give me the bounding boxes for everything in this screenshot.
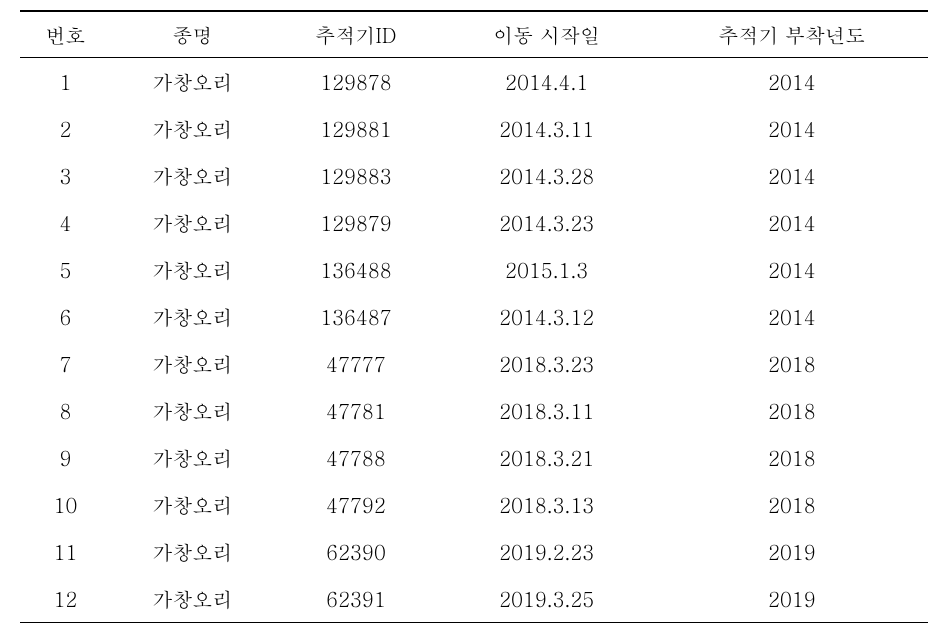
cell-tracker-id: 129881 bbox=[274, 105, 437, 152]
cell-attach-year: 2014 bbox=[656, 152, 928, 199]
cell-species: 가창오리 bbox=[111, 105, 274, 152]
col-header-start-date: 이동 시작일 bbox=[438, 11, 656, 58]
table-row: 4가창오리1298792014.3.232014 bbox=[20, 199, 928, 246]
cell-no: 4 bbox=[20, 199, 111, 246]
cell-tracker-id: 47781 bbox=[274, 387, 437, 434]
cell-start-date: 2014.3.12 bbox=[438, 293, 656, 340]
table-header-row: 번호 종명 추적기ID 이동 시작일 추적기 부착년도 bbox=[20, 11, 928, 58]
table-row: 11가창오리623902019.2.232019 bbox=[20, 528, 928, 575]
table-row: 5가창오리1364882015.1.32014 bbox=[20, 246, 928, 293]
cell-no: 9 bbox=[20, 434, 111, 481]
col-header-no: 번호 bbox=[20, 11, 111, 58]
cell-no: 1 bbox=[20, 58, 111, 106]
table-body: 1가창오리1298782014.4.120142가창오리1298812014.3… bbox=[20, 58, 928, 623]
cell-start-date: 2015.1.3 bbox=[438, 246, 656, 293]
table-row: 7가창오리477772018.3.232018 bbox=[20, 340, 928, 387]
table-row: 10가창오리477922018.3.132018 bbox=[20, 481, 928, 528]
cell-no: 8 bbox=[20, 387, 111, 434]
cell-attach-year: 2018 bbox=[656, 387, 928, 434]
cell-start-date: 2019.2.23 bbox=[438, 528, 656, 575]
cell-no: 10 bbox=[20, 481, 111, 528]
cell-tracker-id: 129883 bbox=[274, 152, 437, 199]
cell-tracker-id: 129878 bbox=[274, 58, 437, 106]
cell-tracker-id: 136488 bbox=[274, 246, 437, 293]
cell-start-date: 2014.3.28 bbox=[438, 152, 656, 199]
cell-no: 6 bbox=[20, 293, 111, 340]
cell-species: 가창오리 bbox=[111, 199, 274, 246]
cell-no: 2 bbox=[20, 105, 111, 152]
cell-attach-year: 2014 bbox=[656, 246, 928, 293]
table-row: 8가창오리477812018.3.112018 bbox=[20, 387, 928, 434]
tracking-table: 번호 종명 추적기ID 이동 시작일 추적기 부착년도 1가창오리1298782… bbox=[20, 10, 928, 623]
cell-tracker-id: 136487 bbox=[274, 293, 437, 340]
col-header-attach-year: 추적기 부착년도 bbox=[656, 11, 928, 58]
cell-attach-year: 2014 bbox=[656, 293, 928, 340]
cell-attach-year: 2018 bbox=[656, 481, 928, 528]
cell-species: 가창오리 bbox=[111, 434, 274, 481]
cell-attach-year: 2018 bbox=[656, 340, 928, 387]
cell-species: 가창오리 bbox=[111, 58, 274, 106]
cell-no: 12 bbox=[20, 575, 111, 623]
table-row: 9가창오리477882018.3.212018 bbox=[20, 434, 928, 481]
cell-attach-year: 2014 bbox=[656, 199, 928, 246]
cell-start-date: 2019.3.25 bbox=[438, 575, 656, 623]
cell-tracker-id: 62390 bbox=[274, 528, 437, 575]
cell-no: 5 bbox=[20, 246, 111, 293]
table-row: 6가창오리1364872014.3.122014 bbox=[20, 293, 928, 340]
cell-attach-year: 2014 bbox=[656, 58, 928, 106]
cell-species: 가창오리 bbox=[111, 575, 274, 623]
cell-species: 가창오리 bbox=[111, 152, 274, 199]
cell-attach-year: 2019 bbox=[656, 528, 928, 575]
cell-tracker-id: 47777 bbox=[274, 340, 437, 387]
cell-start-date: 2018.3.21 bbox=[438, 434, 656, 481]
cell-species: 가창오리 bbox=[111, 387, 274, 434]
table-row: 1가창오리1298782014.4.12014 bbox=[20, 58, 928, 106]
table-row: 3가창오리1298832014.3.282014 bbox=[20, 152, 928, 199]
table-row: 12가창오리623912019.3.252019 bbox=[20, 575, 928, 623]
col-header-species: 종명 bbox=[111, 11, 274, 58]
cell-species: 가창오리 bbox=[111, 481, 274, 528]
cell-species: 가창오리 bbox=[111, 246, 274, 293]
tracking-table-container: 번호 종명 추적기ID 이동 시작일 추적기 부착년도 1가창오리1298782… bbox=[0, 0, 948, 633]
cell-start-date: 2014.3.11 bbox=[438, 105, 656, 152]
cell-species: 가창오리 bbox=[111, 293, 274, 340]
cell-start-date: 2014.4.1 bbox=[438, 58, 656, 106]
cell-no: 11 bbox=[20, 528, 111, 575]
col-header-tracker-id: 추적기ID bbox=[274, 11, 437, 58]
cell-tracker-id: 47788 bbox=[274, 434, 437, 481]
cell-tracker-id: 129879 bbox=[274, 199, 437, 246]
cell-attach-year: 2019 bbox=[656, 575, 928, 623]
table-row: 2가창오리1298812014.3.112014 bbox=[20, 105, 928, 152]
cell-species: 가창오리 bbox=[111, 340, 274, 387]
cell-no: 7 bbox=[20, 340, 111, 387]
cell-species: 가창오리 bbox=[111, 528, 274, 575]
cell-attach-year: 2018 bbox=[656, 434, 928, 481]
cell-start-date: 2018.3.23 bbox=[438, 340, 656, 387]
cell-start-date: 2018.3.11 bbox=[438, 387, 656, 434]
cell-tracker-id: 62391 bbox=[274, 575, 437, 623]
cell-tracker-id: 47792 bbox=[274, 481, 437, 528]
cell-start-date: 2018.3.13 bbox=[438, 481, 656, 528]
cell-no: 3 bbox=[20, 152, 111, 199]
cell-attach-year: 2014 bbox=[656, 105, 928, 152]
cell-start-date: 2014.3.23 bbox=[438, 199, 656, 246]
